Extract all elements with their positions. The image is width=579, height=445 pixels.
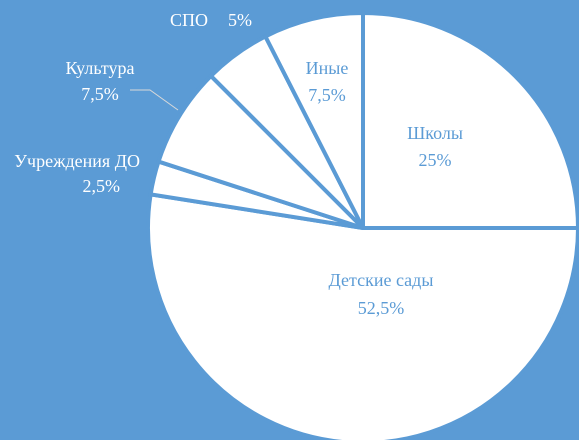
slice-name: Иные [306, 58, 349, 78]
slice-name: Учреждения ДО [14, 151, 140, 171]
slice-label: 7,5% [81, 84, 119, 104]
slice-label: 5% [228, 10, 252, 30]
slice-label: 7,5% [308, 85, 346, 105]
slice-name: Школы [407, 123, 463, 143]
slice-name: СПО [170, 10, 208, 30]
slice-name: Культура [66, 58, 135, 78]
slice-label: 52,5% [358, 298, 405, 318]
pie-slice [361, 10, 579, 230]
slice-label: 2,5% [83, 176, 121, 196]
leader-line [130, 89, 179, 111]
slice-label: 25% [419, 150, 452, 170]
pie-slice [262, 10, 365, 229]
slice-name: Детские сады [329, 270, 434, 290]
